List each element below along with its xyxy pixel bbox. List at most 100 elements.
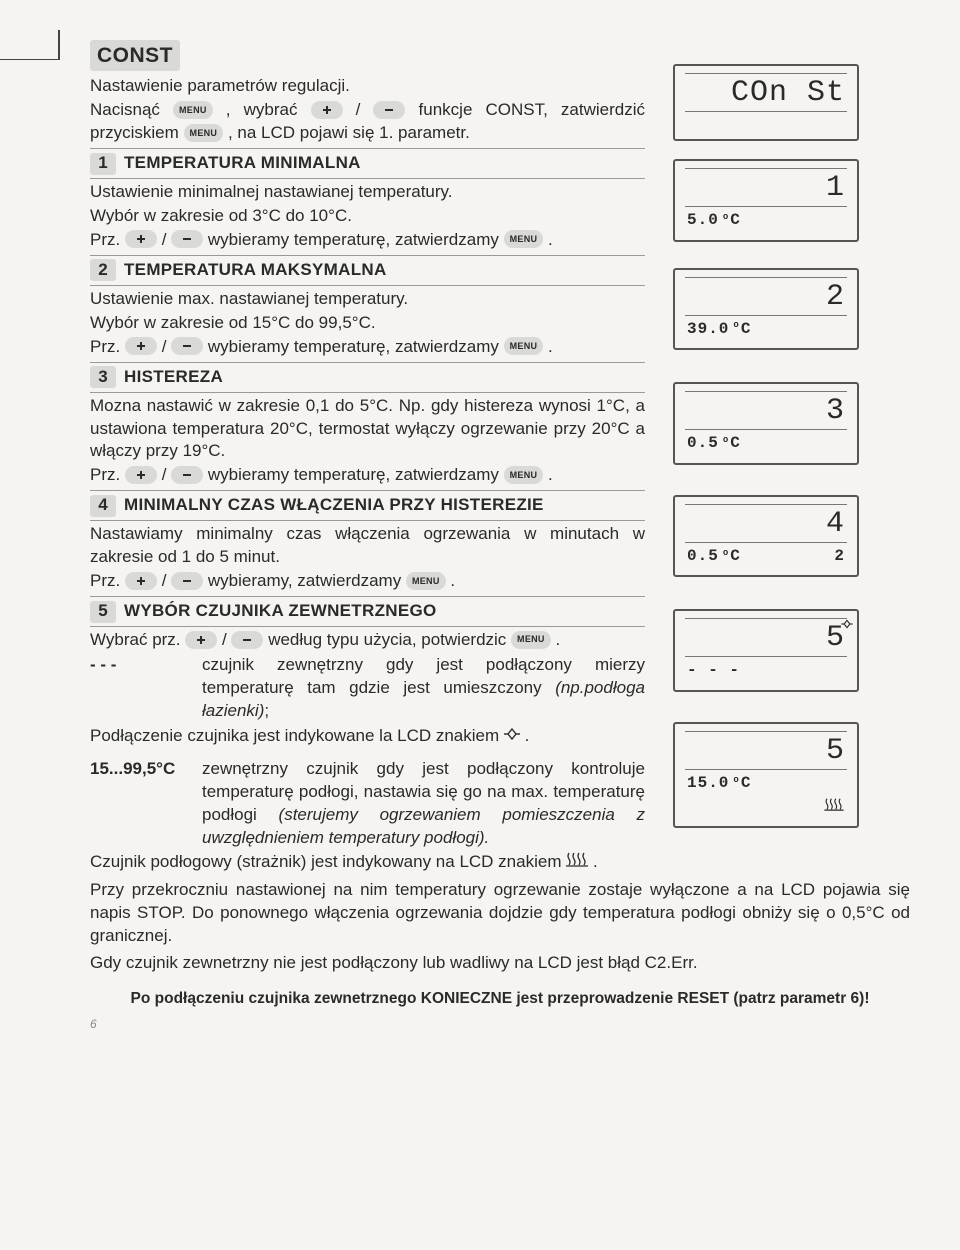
definition-dashes: - - - czujnik zewnętrzny gdy jest podłąc… [90,654,645,723]
plus-button-icon [311,101,343,119]
definition-key: - - - [90,654,190,723]
divider [90,148,645,149]
lcd-small-row: 39.0 oC [685,317,847,341]
section-title: WYBÓR CZUJNIKA ZEWNETRZNEGO [124,600,437,623]
lcd-big-text: COn St [685,75,847,110]
sensor-indicator-line: Podłączenie czujnika jest indykowane la … [90,725,645,748]
text: wybieramy temperaturę, zatwierdzamy [208,230,504,249]
lcd-value-right: 2 [834,546,845,568]
text: Nacisnąć [90,100,173,119]
content-column: CONST Nastawienie parametrów regulacji. … [90,40,645,875]
lcd-param-4: 4 0.5 oC 2 [673,495,859,578]
section-number: 1 [90,153,116,175]
lcd-big-value: 2 [685,279,847,314]
intro-line-2: Nacisnąć MENU , wybrać / funkcje CONST, … [90,99,645,145]
section-1-action: Prz. / wybieramy temperaturę, zatwierdza… [90,229,645,252]
minus-button-icon [171,337,203,355]
section-title: TEMPERATURA MAKSYMALNA [124,259,387,282]
text: . [593,852,598,871]
section-4-heading: 4 MINIMALNY CZAS WŁĄCZENIA PRZY HISTEREZ… [90,494,645,517]
text: . [450,571,455,590]
lcd-small-row: 15.0 oC [685,771,847,795]
lcd-small-row: 0.5 oC 2 [685,544,847,568]
tail-paragraph-1: Przy przekroczniu nastawionej na nim tem… [90,879,910,948]
text: / [162,571,171,590]
lcd-big-value: 5 [685,620,847,655]
section-2-heading: 2 TEMPERATURA MAKSYMALNA [90,259,645,282]
section-title: MINIMALNY CZAS WŁĄCZENIA PRZY HISTEREZIE [124,494,544,517]
minus-button-icon [231,631,263,649]
section-number: 3 [90,366,116,388]
text: , wybrać [226,100,311,119]
divider [90,490,645,491]
intro-line-1: Nastawienie parametrów regulacji. [90,75,645,98]
section-3-action: Prz. / wybieramy temperaturę, zatwierdza… [90,464,645,487]
section-title: TEMPERATURA MINIMALNA [124,152,361,175]
menu-button-icon: MENU [504,230,544,248]
text: / [356,100,374,119]
lcd-big-value: 3 [685,393,847,428]
section-title: HISTEREZA [124,366,223,389]
text: . [525,726,530,745]
divider [90,596,645,597]
plus-button-icon [125,337,157,355]
degree-c-icon: oC [723,210,741,232]
page-title-chip: CONST [90,40,180,71]
text: ; [264,701,269,720]
text: / [222,630,231,649]
menu-button-icon: MENU [504,337,544,355]
text: wybieramy, zatwierdzamy [208,571,406,590]
menu-button-icon: MENU [184,124,224,142]
plus-button-icon [125,466,157,484]
text: Wybrać prz. [90,630,185,649]
divider [90,255,645,256]
lcd-const: COn St [673,64,859,141]
lcd-value: 15.0 [687,773,729,795]
lcd-small-row: 0.5 oC [685,431,847,455]
lcd-column: COn St 1 5.0 oC 2 39.0 oC 3 [673,40,863,875]
text: Czujnik podłogowy (strażnik) jest indyko… [90,852,566,871]
text: . [555,630,560,649]
text: Prz. [90,465,125,484]
divider [90,392,645,393]
definition-key: 15...99,5°C [90,758,190,850]
section-1-text: Ustawienie minimalnej nastawianej temper… [90,181,645,204]
heat-waves-icon [823,797,845,819]
text: wybieramy temperaturę, zatwierdzamy [208,337,504,356]
section-3-heading: 3 HISTEREZA [90,366,645,389]
footer-warning: Po podłączeniu czujnika zewnetrznego KON… [90,989,910,1010]
menu-button-icon: MENU [504,466,544,484]
page-number: 6 [90,1016,910,1032]
minus-button-icon [171,230,203,248]
section-1-heading: 1 TEMPERATURA MINIMALNA [90,152,645,175]
menu-button-icon: MENU [511,631,551,649]
section-number: 4 [90,495,116,517]
text: . [548,230,553,249]
section-2-text: Wybór w zakresie od 15°C do 99,5°C. [90,312,645,335]
section-1-text: Wybór w zakresie od 3°C do 10°C. [90,205,645,228]
lcd-value: 5.0 [687,210,719,232]
external-sensor-icon [504,725,520,748]
minus-button-icon [171,466,203,484]
lcd-param-1: 1 5.0 oC [673,159,859,242]
section-5-action: Wybrać prz. / według typu użycia, potwie… [90,629,645,652]
degree-c-icon: oC [733,773,751,795]
lcd-heat-row [685,795,847,819]
definition-temp-range: 15...99,5°C zewnętrzny czujnik gdy jest … [90,758,645,850]
lcd-value: - - - [687,660,740,682]
lcd-param-5b: 5 15.0 oC [673,722,859,828]
lcd-param-2: 2 39.0 oC [673,268,859,351]
section-2-text: Ustawienie max. nastawianej temperatury. [90,288,645,311]
text: . [548,465,553,484]
lcd-param-5a: 5 - - - [673,609,859,692]
menu-button-icon: MENU [406,572,446,590]
section-2-action: Prz. / wybieramy temperaturę, zatwierdza… [90,336,645,359]
degree-c-icon: oC [723,546,741,568]
heat-waves-icon [566,851,588,874]
section-3-text: Mozna nastawić w zakresie 0,1 do 5°C. Np… [90,395,645,464]
divider [90,362,645,363]
section-5-heading: 5 WYBÓR CZUJNIKA ZEWNETRZNEGO [90,600,645,623]
text: Prz. [90,571,125,590]
text: / [162,230,171,249]
text: według typu użycia, potwierdzic [268,630,511,649]
